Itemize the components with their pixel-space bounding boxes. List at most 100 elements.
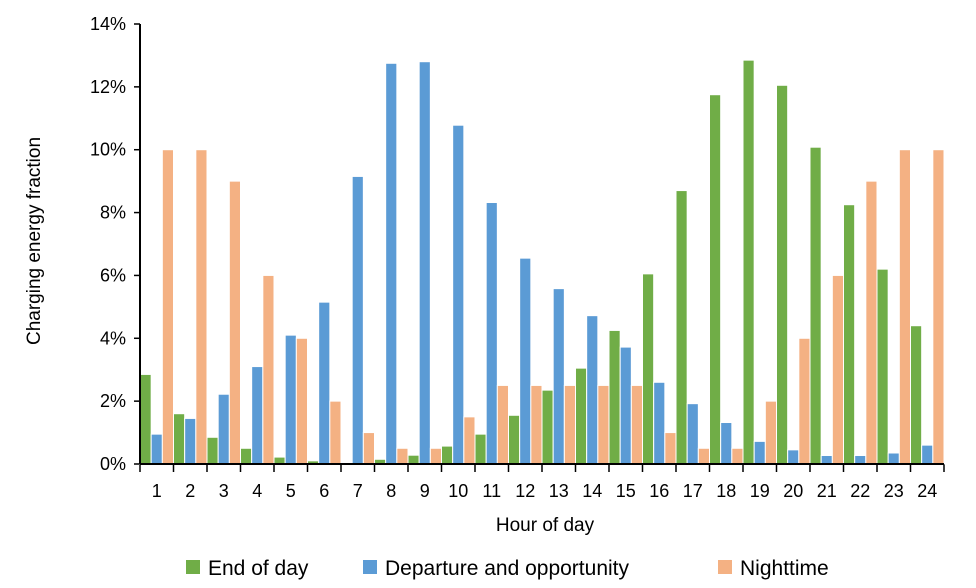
bar-end-of-day-10 bbox=[441, 445, 454, 465]
bar-nighttime-11 bbox=[496, 384, 509, 465]
legend-label: Departure and opportunity bbox=[385, 557, 629, 580]
x-tick-label: 16 bbox=[649, 481, 669, 501]
bar-departure-and-opportunity-10 bbox=[452, 124, 465, 465]
x-tick-label: 3 bbox=[219, 481, 229, 501]
x-tick-label: 13 bbox=[549, 481, 569, 501]
bar-nighttime-8 bbox=[396, 447, 409, 465]
bar-departure-and-opportunity-7 bbox=[351, 175, 364, 465]
y-tick-label: 2% bbox=[100, 391, 126, 411]
bar-nighttime-20 bbox=[798, 337, 811, 465]
bar-nighttime-4 bbox=[262, 274, 275, 465]
bar-departure-and-opportunity-14 bbox=[586, 315, 599, 465]
y-tick-label: 6% bbox=[100, 265, 126, 285]
x-tick-label: 18 bbox=[716, 481, 736, 501]
bar-end-of-day-5 bbox=[273, 456, 286, 465]
bar-end-of-day-21 bbox=[809, 146, 822, 465]
legend-item-departure-and-opportunity: Departure and opportunity bbox=[363, 557, 629, 580]
x-tick-label: 12 bbox=[515, 481, 535, 501]
x-tick-label: 4 bbox=[252, 481, 262, 501]
bar-nighttime-5 bbox=[295, 337, 308, 465]
bar-departure-and-opportunity-19 bbox=[753, 440, 766, 465]
bar-departure-and-opportunity-5 bbox=[284, 334, 297, 465]
bar-departure-and-opportunity-23 bbox=[887, 452, 900, 465]
x-tick-label: 15 bbox=[616, 481, 636, 501]
bars bbox=[139, 59, 945, 465]
bar-nighttime-17 bbox=[697, 447, 711, 465]
x-tick-label: 20 bbox=[783, 481, 803, 501]
y-axis-ticks: 0% 2% 4% 6% 8% 10% 12% 14% bbox=[90, 14, 140, 474]
bar-nighttime-3 bbox=[228, 180, 242, 465]
bar-departure-and-opportunity-1 bbox=[150, 433, 163, 465]
bar-end-of-day-4 bbox=[240, 447, 253, 465]
bar-departure-and-opportunity-4 bbox=[251, 366, 264, 465]
bar-end-of-day-23 bbox=[876, 268, 889, 465]
y-tick-label: 0% bbox=[100, 454, 126, 474]
bar-departure-and-opportunity-12 bbox=[519, 257, 532, 465]
bar-end-of-day-18 bbox=[709, 94, 722, 465]
bar-departure-and-opportunity-16 bbox=[653, 381, 666, 465]
bar-end-of-day-13 bbox=[541, 389, 554, 465]
bar-end-of-day-9 bbox=[407, 454, 420, 465]
x-axis-ticks: 1 2 3 4 5 6 7 8 9 10 11 12 13 14 15 16 17 18 19 20 21 22 23 24 bbox=[139, 464, 945, 501]
x-tick-label: 23 bbox=[884, 481, 904, 501]
legend-swatch bbox=[718, 560, 732, 574]
x-tick-label: 24 bbox=[917, 481, 937, 501]
bar-departure-and-opportunity-9 bbox=[418, 61, 431, 465]
bar-departure-and-opportunity-17 bbox=[686, 403, 699, 465]
bar-nighttime-16 bbox=[664, 432, 677, 465]
y-tick-label: 12% bbox=[90, 77, 126, 97]
bar-departure-and-opportunity-11 bbox=[485, 202, 498, 465]
bar-departure-and-opportunity-21 bbox=[820, 455, 833, 465]
x-tick-label: 10 bbox=[448, 481, 468, 501]
bar-end-of-day-20 bbox=[776, 84, 789, 465]
bar-departure-and-opportunity-15 bbox=[619, 346, 632, 465]
bar-end-of-day-12 bbox=[508, 414, 521, 465]
bar-nighttime-22 bbox=[865, 180, 878, 465]
y-tick-label: 14% bbox=[90, 14, 126, 34]
bar-end-of-day-2 bbox=[173, 413, 186, 465]
x-tick-label: 17 bbox=[683, 481, 703, 501]
x-tick-label: 8 bbox=[386, 481, 396, 501]
legend-label: Nighttime bbox=[740, 557, 829, 580]
legend-item-nighttime: Nighttime bbox=[718, 557, 829, 580]
bar-nighttime-1 bbox=[161, 149, 175, 465]
x-tick-label: 6 bbox=[319, 481, 329, 501]
bar-end-of-day-15 bbox=[608, 329, 621, 465]
legend-label: End of day bbox=[208, 557, 309, 580]
bar-nighttime-12 bbox=[530, 384, 543, 465]
x-tick-label: 14 bbox=[582, 481, 602, 501]
axes bbox=[139, 24, 944, 465]
x-tick-label: 19 bbox=[750, 481, 770, 501]
bar-nighttime-14 bbox=[597, 384, 610, 465]
bar-end-of-day-16 bbox=[642, 273, 655, 465]
bar-end-of-day-24 bbox=[910, 325, 923, 465]
legend-swatch bbox=[363, 560, 377, 574]
x-axis-title: Hour of day bbox=[496, 515, 595, 536]
x-tick-label: 7 bbox=[353, 481, 363, 501]
bar-departure-and-opportunity-6 bbox=[318, 301, 331, 465]
bar-departure-and-opportunity-22 bbox=[854, 455, 867, 465]
legend: End of day Departure and opportunity Night… bbox=[186, 557, 829, 580]
y-axis-title: Charging energy fraction bbox=[24, 137, 45, 345]
bar-nighttime-6 bbox=[329, 400, 342, 465]
legend-item-end-of-day: End of day bbox=[186, 557, 309, 580]
bar-nighttime-24 bbox=[932, 149, 945, 465]
bar-departure-and-opportunity-24 bbox=[921, 444, 934, 465]
bar-departure-and-opportunity-18 bbox=[720, 422, 733, 465]
bar-departure-and-opportunity-20 bbox=[787, 449, 800, 465]
bar-nighttime-15 bbox=[630, 384, 644, 465]
x-tick-label: 1 bbox=[152, 481, 162, 501]
bar-end-of-day-1 bbox=[139, 373, 152, 465]
x-tick-label: 22 bbox=[850, 481, 870, 501]
bar-departure-and-opportunity-13 bbox=[552, 288, 565, 465]
bar-end-of-day-3 bbox=[206, 436, 219, 465]
bar-nighttime-7 bbox=[362, 432, 375, 465]
bar-departure-and-opportunity-3 bbox=[217, 393, 230, 465]
bar-departure-and-opportunity-2 bbox=[184, 417, 197, 465]
bar-end-of-day-19 bbox=[742, 59, 755, 465]
y-tick-label: 10% bbox=[90, 140, 126, 160]
legend-swatch bbox=[186, 560, 200, 574]
bar-nighttime-2 bbox=[195, 149, 208, 465]
bar-nighttime-10 bbox=[463, 416, 476, 465]
